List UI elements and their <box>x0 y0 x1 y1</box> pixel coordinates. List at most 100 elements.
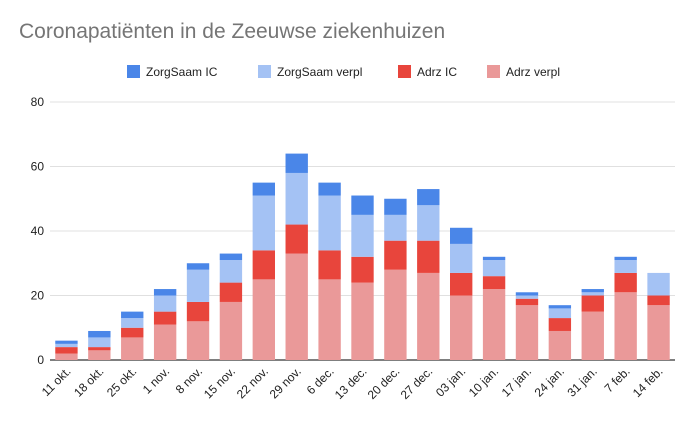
bar-adrz-ic-29-nov <box>285 224 308 254</box>
x-tick-label: 14 feb. <box>630 364 666 400</box>
bar-zorgsaam-ic-22-nov <box>252 182 275 196</box>
bar-adrz-ic-14-feb <box>647 295 670 306</box>
bar-zorgsaam-ic-03-jan <box>450 227 473 244</box>
bar-zorgsaam-ic-27-dec <box>417 189 440 206</box>
bar-adrz-ic-18-okt <box>88 347 111 351</box>
bar-zorgsaam-ic-25-okt <box>121 311 144 319</box>
bar-zorgsaam-verpl-25-okt <box>121 318 144 328</box>
bar-adrz-verpl-6-dec <box>318 279 341 360</box>
bar-adrz-verpl-03-jan <box>450 295 473 360</box>
x-axis-ticks: 11 okt.18 okt.25 okt. 1 nov. 8 nov.15 nov.… <box>39 364 666 402</box>
bar-zorgsaam-verpl-11-okt <box>55 343 78 348</box>
y-tick-label: 60 <box>31 160 45 174</box>
x-tick-label: 03 jan. <box>433 364 468 399</box>
x-tick-label: 18 okt. <box>71 364 106 399</box>
bar-zorgsaam-verpl-13-dec <box>351 214 374 257</box>
bar-zorgsaam-ic-15-nov <box>219 253 243 261</box>
legend-swatch-adrz-verpl <box>487 65 500 78</box>
bar-adrz-ic-8-nov <box>186 301 210 322</box>
bar-zorgsaam-verpl-10-jan <box>482 260 506 277</box>
bar-adrz-ic-03-jan <box>450 272 473 296</box>
bar-adrz-verpl-8-nov <box>186 321 210 360</box>
legend-swatch-zorgsaam-ic <box>127 65 140 78</box>
x-tick-label: 27 dec. <box>398 364 436 402</box>
bar-zorgsaam-ic-24-jan <box>548 305 572 309</box>
bar-zorgsaam-ic-7-feb <box>614 256 637 261</box>
y-tick-label: 40 <box>31 224 45 238</box>
x-tick-label: 29 nov. <box>267 364 304 401</box>
bar-zorgsaam-ic-1-nov <box>153 289 177 296</box>
legend-label-adrz-ic: Adrz IC <box>417 65 457 79</box>
bar-zorgsaam-verpl-27-dec <box>417 205 440 241</box>
bar-adrz-ic-25-okt <box>121 327 144 338</box>
bar-adrz-verpl-20-dec <box>384 269 407 360</box>
bar-adrz-verpl-11-okt <box>55 353 78 360</box>
bar-adrz-ic-13-dec <box>351 256 374 283</box>
legend-label-adrz-verpl: Adrz verpl <box>506 65 560 79</box>
bar-zorgsaam-verpl-29-nov <box>285 172 308 225</box>
bar-zorgsaam-verpl-1-nov <box>153 295 177 312</box>
legend-swatch-adrz-ic <box>398 65 411 78</box>
bar-zorgsaam-verpl-31-jan <box>581 292 604 296</box>
bar-adrz-verpl-22-nov <box>252 279 275 360</box>
x-tick-label: 10 jan. <box>466 364 501 399</box>
bar-adrz-ic-10-jan <box>482 276 506 290</box>
bar-adrz-verpl-14-feb <box>647 305 670 360</box>
bar-zorgsaam-ic-20-dec <box>384 198 407 215</box>
x-tick-label: 20 dec. <box>365 364 403 402</box>
bar-adrz-verpl-27-dec <box>417 272 440 360</box>
bar-zorgsaam-verpl-15-nov <box>219 260 243 283</box>
x-tick-label: 24 jan. <box>532 364 567 399</box>
bar-adrz-ic-27-dec <box>417 240 440 273</box>
x-tick-label: 13 dec. <box>332 364 370 402</box>
bar-zorgsaam-ic-29-nov <box>285 153 308 173</box>
x-tick-label: 17 jan. <box>499 364 534 399</box>
bar-zorgsaam-verpl-20-dec <box>384 214 407 241</box>
bar-adrz-verpl-17-jan <box>515 305 539 360</box>
chart-title: Coronapatiënten in de Zeeuwse ziekenhuiz… <box>19 20 446 43</box>
y-tick-label: 0 <box>37 353 44 367</box>
y-axis-ticks: 0 20 40 60 80 <box>31 95 45 367</box>
bar-adrz-verpl-29-nov <box>285 253 308 360</box>
x-tick-label: 11 okt. <box>39 364 74 399</box>
bar-zorgsaam-ic-17-jan <box>515 292 539 296</box>
bar-zorgsaam-verpl-6-dec <box>318 195 341 251</box>
bar-adrz-verpl-25-okt <box>121 337 144 360</box>
bar-adrz-verpl-31-jan <box>581 311 604 360</box>
bar-zorgsaam-verpl-8-nov <box>186 269 210 302</box>
bar-zorgsaam-ic-31-jan <box>581 289 604 293</box>
x-tick-label: 25 okt. <box>104 364 139 399</box>
legend: ZorgSaam IC ZorgSaam verpl Adrz IC Adrz ver… <box>127 65 560 79</box>
bar-adrz-ic-6-dec <box>318 250 341 280</box>
bar-adrz-verpl-10-jan <box>482 289 506 360</box>
bar-adrz-ic-7-feb <box>614 272 637 293</box>
bar-adrz-verpl-24-jan <box>548 330 572 360</box>
bar-zorgsaam-ic-13-dec <box>351 195 374 215</box>
bar-zorgsaam-verpl-22-nov <box>252 195 275 251</box>
bar-zorgsaam-verpl-03-jan <box>450 243 473 273</box>
bar-zorgsaam-verpl-14-feb <box>647 272 670 296</box>
legend-label-zorgsaam-ic: ZorgSaam IC <box>146 65 218 79</box>
bar-adrz-verpl-18-okt <box>88 350 111 360</box>
x-tick-label: 22 nov. <box>234 364 271 401</box>
bar-zorgsaam-ic-6-dec <box>318 182 341 196</box>
bar-adrz-ic-22-nov <box>252 250 275 280</box>
y-tick-label: 20 <box>31 289 45 303</box>
bar-adrz-verpl-13-dec <box>351 282 374 360</box>
bar-adrz-ic-31-jan <box>581 295 604 312</box>
bar-adrz-ic-15-nov <box>219 282 243 302</box>
bar-zorgsaam-ic-8-nov <box>186 263 210 270</box>
legend-label-zorgsaam-verpl: ZorgSaam verpl <box>277 65 362 79</box>
x-tick-label: 7 feb. <box>602 364 633 395</box>
x-tick-label: 1 nov. <box>140 364 172 396</box>
x-tick-label: 15 nov. <box>201 364 238 401</box>
bar-zorgsaam-ic-18-okt <box>88 330 111 338</box>
y-tick-label: 80 <box>31 95 45 109</box>
bar-zorgsaam-ic-11-okt <box>55 340 78 344</box>
bar-adrz-verpl-1-nov <box>153 324 177 360</box>
bar-zorgsaam-ic-10-jan <box>482 256 506 261</box>
bar-adrz-ic-17-jan <box>515 298 539 306</box>
bar-zorgsaam-verpl-17-jan <box>515 295 539 299</box>
bar-adrz-ic-20-dec <box>384 240 407 270</box>
